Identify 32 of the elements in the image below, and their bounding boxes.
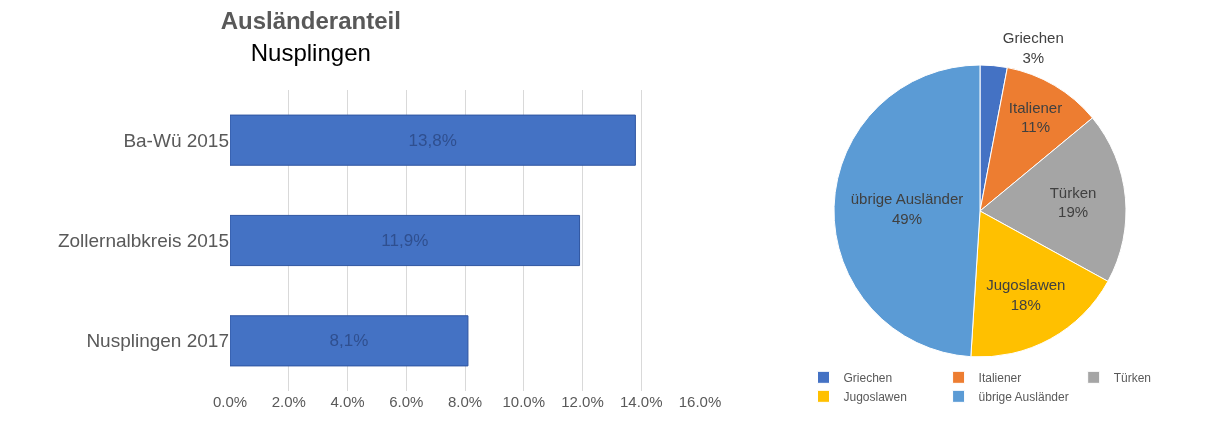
x-tick-label: 4.0% [330,393,365,410]
slice-label: Türken [1049,183,1097,201]
chart-subtitle: Nusplingen [250,38,371,66]
slice-label: übrige Ausländer [850,190,964,208]
slice-label: Jugoslawen [986,276,1066,294]
x-tick-label: 8.0% [447,393,483,410]
x-tick-label: 2.0% [271,393,306,410]
legend-label: Griechen [843,371,893,386]
x-tick-label: 6.0% [389,393,424,410]
data-label: 3% [1022,48,1045,66]
chart-title: Ausländeranteil [220,7,401,35]
legend-label: Italiener [978,371,1022,386]
legend-label: übrige Ausländer [978,390,1069,405]
bar [230,214,581,267]
x-tick-label: 12.0% [561,393,604,410]
data-label: 19% [1058,203,1089,221]
slice-label: Griechen [1002,29,1064,47]
x-tick-label: 16.0% [678,393,722,410]
y-tick-label: Nusplingen 2017 [86,330,229,352]
data-label: 11% [1021,118,1050,136]
x-tick-label: 0.0% [212,393,248,410]
data-label: 49% [892,209,923,227]
slice-label: Italiener [1008,98,1063,116]
legend-label: Türken [1113,371,1152,386]
y-tick-label: Ba-Wü 2015 [123,129,229,151]
x-tick-label: 14.0% [619,393,663,410]
legend-label: Jugoslawen [843,390,907,405]
bar [230,114,636,166]
y-tick-label: Zollernalbkreis 2015 [57,230,229,252]
data-label: 18% [1010,295,1041,313]
bar [230,315,469,367]
x-tick-label: 10.0% [502,393,546,410]
